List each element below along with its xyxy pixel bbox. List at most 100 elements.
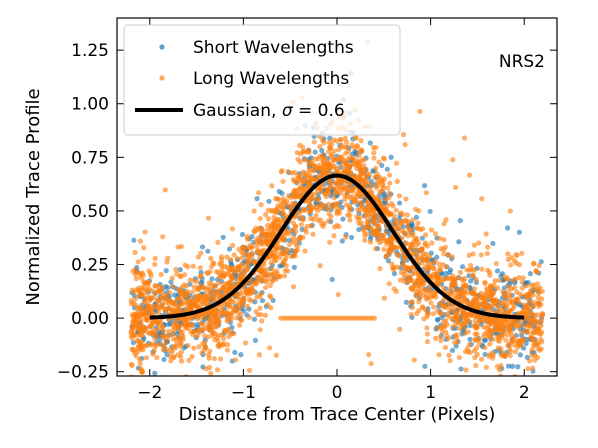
long-wavelength-point [262, 284, 269, 291]
long-wavelength-point [353, 135, 359, 141]
long-wavelength-point [367, 211, 373, 217]
long-wavelength-point [218, 307, 224, 314]
long-wavelength-point [363, 179, 369, 185]
long-wavelength-point [140, 256, 146, 262]
long-wavelength-point [379, 178, 385, 184]
long-wavelength-point [147, 296, 154, 302]
long-wavelength-point [535, 295, 541, 301]
legend-label-gaussian-suffix: = 0.6 [293, 101, 345, 121]
long-wavelength-point [137, 290, 143, 296]
long-wavelength-point [394, 178, 400, 185]
long-wavelength-point [463, 367, 469, 373]
long-wavelength-point [424, 288, 430, 294]
long-wavelength-point [493, 324, 499, 331]
long-wavelength-point [185, 289, 191, 295]
long-wavelength-point [386, 172, 393, 178]
long-wavelength-point [314, 204, 320, 210]
long-wavelength-point [394, 220, 400, 226]
long-wavelength-point [394, 251, 400, 258]
long-wavelength-point [441, 318, 447, 324]
long-wavelength-point [331, 165, 337, 171]
long-wavelength-point [209, 326, 215, 333]
long-wavelength-point [497, 300, 504, 307]
long-wavelength-point [501, 291, 508, 297]
long-wavelength-point [457, 325, 463, 332]
long-wavelength-point [213, 323, 219, 329]
long-wavelength-point [244, 267, 250, 273]
long-wavelength-point [273, 245, 279, 251]
long-wavelength-point [263, 267, 269, 273]
long-wavelength-point [240, 299, 246, 305]
long-wavelength-point [519, 329, 525, 336]
long-wavelength-point [232, 269, 239, 275]
long-wavelength-point [521, 307, 527, 313]
long-wavelength-point [257, 235, 264, 241]
long-wavelength-point [523, 313, 530, 319]
long-wavelength-point [456, 354, 462, 361]
long-wavelength-point [424, 267, 430, 274]
long-wavelength-point [251, 208, 257, 214]
long-wavelength-point [474, 331, 480, 337]
long-wavelength-point [196, 344, 202, 350]
long-wavelength-point [161, 343, 167, 349]
long-wavelength-point [280, 259, 286, 266]
long-wavelength-point [329, 160, 335, 166]
short-wavelength-point [427, 208, 433, 215]
long-wavelength-point [527, 358, 533, 364]
long-wavelength-point [211, 261, 217, 267]
long-wavelength-point [375, 223, 382, 229]
legend-box [123, 24, 401, 136]
long-wavelength-point [462, 282, 469, 289]
long-wavelength-point [138, 346, 144, 352]
long-wavelength-point [396, 193, 403, 199]
long-wavelength-point [197, 265, 203, 271]
long-wavelength-point [494, 316, 500, 322]
long-wavelength-point [486, 269, 492, 275]
long-wavelength-point [265, 276, 271, 282]
long-wavelength-point [524, 283, 530, 289]
long-wavelength-point [290, 227, 296, 233]
long-wavelength-point [521, 293, 527, 299]
short-wavelength-point [516, 229, 522, 235]
long-wavelength-point [139, 333, 145, 339]
long-wavelength-point [183, 325, 189, 331]
short-wavelength-point [517, 352, 523, 358]
long-wavelength-point [206, 355, 212, 361]
long-wavelength-point [269, 272, 275, 278]
long-wavelength-point [152, 255, 158, 261]
panel-annotation: NRS2 [499, 52, 545, 72]
long-wavelength-point [211, 355, 217, 362]
long-wavelength-point [321, 140, 327, 146]
long-wavelength-point [425, 259, 431, 265]
long-wavelength-point [492, 278, 498, 284]
short-wavelength-point [252, 337, 259, 343]
long-wavelength-point [410, 217, 416, 223]
long-wavelength-point [257, 293, 263, 300]
long-wavelength-point [282, 250, 288, 256]
long-wavelength-point [155, 320, 161, 326]
long-wavelength-point [218, 332, 225, 338]
long-wavelength-point [404, 220, 411, 226]
x-axis-label: Distance from Trace Center (Pixels) [179, 404, 496, 425]
long-wavelength-point [168, 387, 173, 392]
long-wavelength-point [224, 280, 230, 287]
long-wavelength-point [405, 233, 411, 239]
long-wavelength-point [186, 321, 192, 328]
long-wavelength-point [433, 335, 439, 341]
long-wavelength-point [134, 317, 140, 324]
long-wavelength-point [447, 307, 453, 313]
long-wavelength-point [137, 238, 143, 244]
y-tick-label: 0.00 [71, 309, 109, 329]
long-wavelength-point [160, 295, 166, 301]
long-wavelength-point [298, 191, 304, 197]
long-wavelength-point [339, 161, 345, 168]
long-wavelength-point [504, 275, 510, 281]
long-wavelength-point [482, 280, 488, 286]
long-wavelength-point [230, 242, 236, 248]
long-wavelength-point [298, 221, 305, 228]
long-wavelength-point [466, 252, 472, 258]
long-wavelength-point [328, 205, 334, 211]
long-wavelength-point [218, 387, 223, 392]
long-wavelength-point [129, 335, 135, 341]
short-wavelength-point [291, 264, 297, 270]
